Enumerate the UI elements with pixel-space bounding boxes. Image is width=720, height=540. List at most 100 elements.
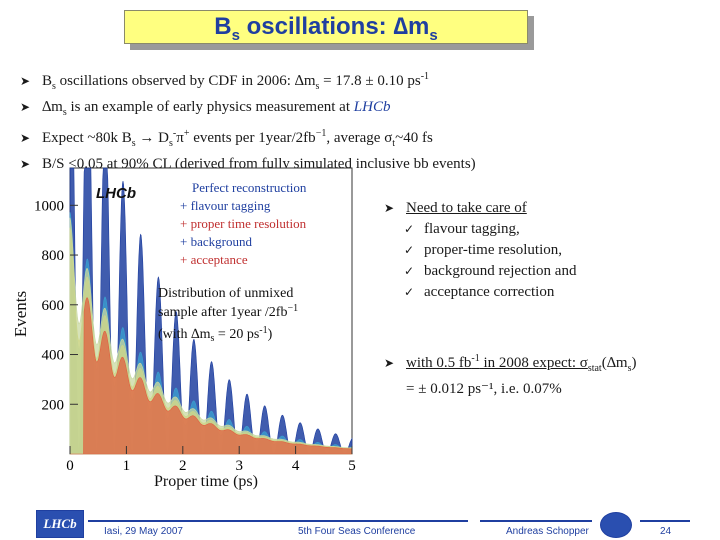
y-axis-label: Events — [11, 291, 30, 337]
annotation-sup: -1 — [259, 325, 267, 336]
footer-date: Iasi, 29 May 2007 — [104, 526, 183, 537]
check-item-text: flavour tagging, — [424, 221, 520, 237]
expect-sub: stat — [587, 363, 602, 374]
annotation-sub: s — [211, 333, 215, 344]
bullet-text: , average σ — [326, 130, 393, 146]
expectation-note: ➤ with 0.5 fb-1 in 2008 expect: σstat(∆ms… — [384, 348, 714, 400]
right-notes: ➤ Need to take care of ✓ flavour tagging, … — [384, 198, 714, 303]
x-axis-label: Proper time (ps) — [154, 473, 258, 490]
series-layer — [69, 167, 353, 455]
check-icon: ✓ — [404, 285, 415, 299]
bullet-lhcb-italic: LHCb — [353, 99, 391, 115]
bullet-text: oscillations observed by CDF in 2006: ∆m — [55, 73, 316, 89]
cern-logo-icon — [600, 512, 632, 538]
bullet-sub: s — [52, 81, 56, 92]
footer-page-number: 24 — [660, 526, 672, 537]
annotation-text: = 20 ps — [214, 327, 259, 342]
footer-conference: 5th Four Seas Conference — [298, 526, 416, 537]
legend-entry: + acceptance — [180, 252, 248, 267]
lhcb-plot-label: LHCb — [96, 185, 136, 202]
annotation-sup: −1 — [287, 303, 298, 314]
check-item-text: acceptance correction — [424, 284, 555, 300]
legend-entry: + background — [180, 234, 252, 249]
check-item: ✓ acceptance correction — [404, 282, 714, 303]
footer-divider — [640, 520, 690, 522]
expect-text: in 2008 expect: σ — [479, 355, 588, 371]
expect-text: (∆m — [601, 355, 628, 371]
annotation-text: sample after 1year /2fb — [158, 305, 287, 320]
x-tick-label: 2 — [179, 458, 187, 474]
bullet-list: ➤ Bs oscillations observed by CDF in 2006… — [20, 66, 710, 175]
annotation-text: ) — [268, 327, 273, 342]
bullet-text: events per 1year/2fb — [189, 130, 316, 146]
bullet-cdf: ➤ Bs oscillations observed by CDF in 2006… — [20, 66, 710, 97]
bullet-sup: + — [183, 128, 190, 139]
y-tick-label: 800 — [42, 248, 65, 264]
arrow-bullet-icon: ➤ — [384, 356, 395, 370]
arrow-bullet-icon: ➤ — [384, 201, 395, 215]
series-4 — [70, 297, 353, 455]
proper-time-plot: 200 400 600 800 1000 0 1 2 3 4 5 LHCb Perfect reco… — [11, 167, 356, 490]
footer-divider — [480, 520, 592, 522]
bullet-sup: -1 — [420, 71, 430, 82]
expect-line1: ➤ with 0.5 fb-1 in 2008 expect: σstat(∆ms… — [384, 348, 714, 379]
plot-annotation-line1: Distribution of unmixed — [158, 286, 293, 301]
title-sub: s — [231, 26, 240, 44]
bullet-text: = 17.8 ± 0.10 ps — [319, 73, 421, 89]
title-text: B — [214, 13, 232, 40]
expect-sub: s — [627, 363, 632, 374]
check-item: ✓ background rejection and — [404, 261, 714, 282]
bullet-sub: s — [62, 107, 67, 118]
x-tick-label: 4 — [292, 458, 300, 474]
plot-annotation-line3: (with ∆ms = 20 ps-1) — [158, 325, 273, 344]
check-icon: ✓ — [404, 222, 415, 236]
annotation-text: (with ∆m — [158, 327, 211, 342]
bullet-text: B — [42, 73, 53, 89]
bullet-text: ~40 fs — [395, 130, 433, 146]
legend-entry: Perfect reconstruction — [192, 180, 307, 195]
footer: Iasi, 29 May 2007 5th Four Seas Conferen… — [0, 512, 720, 540]
expect-text: ) — [631, 355, 637, 371]
check-icon: ✓ — [404, 264, 415, 278]
expect-line2: = ± 0.012 ps⁻¹, i.e. 0.07% — [406, 381, 562, 397]
ticks-layer: 200 400 600 800 1000 0 1 2 3 4 5 — [34, 198, 356, 474]
expect-underlined: with 0.5 fb-1 in 2008 expect: σ — [406, 353, 588, 371]
bullet-text: π — [176, 130, 184, 146]
x-tick-label: 1 — [123, 458, 130, 474]
bullet-early-physics: ➤ ∆ms is an example of early physics meas… — [20, 97, 710, 123]
bullet-expect-events: ➤ Expect ~80k Bs → Ds-π+ events per 1year… — [20, 123, 710, 154]
bullet-sub: s — [315, 81, 320, 92]
legend-entry: + proper time resolution — [180, 216, 307, 231]
lhcb-logo: LHCb — [36, 510, 84, 538]
y-tick-label: 600 — [42, 298, 65, 314]
bullet-sub: t — [392, 138, 396, 149]
right-notes-head: ➤ Need to take care of — [384, 198, 714, 219]
bullet-sub: s — [169, 138, 173, 149]
right-notes-head-text: Need to take care of — [406, 200, 527, 216]
bullet-text: Expect ~80k B — [42, 130, 132, 146]
x-tick-label: 0 — [66, 458, 74, 474]
expect-sup: -1 — [471, 353, 480, 364]
slide-title: Bs oscillations: ∆ms — [124, 10, 528, 44]
arrow-bullet-icon: ➤ — [20, 131, 31, 145]
bullet-sup: −1 — [315, 128, 327, 139]
arrow-bullet-icon: ➤ — [20, 100, 31, 114]
footer-author: Andreas Schopper — [506, 526, 589, 537]
check-item: ✓ proper-time resolution, — [404, 240, 714, 261]
y-tick-label: 200 — [42, 397, 65, 413]
check-item-text: proper-time resolution, — [424, 242, 562, 258]
legend-entry: + flavour tagging — [180, 198, 271, 213]
title-sub2: s — [429, 26, 438, 44]
check-item: ✓ flavour tagging, — [404, 219, 714, 240]
bullet-sup: - — [172, 128, 177, 139]
x-tick-label: 3 — [235, 458, 243, 474]
arrow-bullet-icon: ➤ — [20, 74, 31, 88]
plot-annotation-line2: sample after 1year /2fb−1 — [158, 303, 298, 320]
bullet-text: → D — [135, 130, 170, 146]
bullet-text: is an example of early physics measureme… — [66, 99, 354, 115]
check-icon: ✓ — [404, 243, 415, 257]
check-item-text: background rejection and — [424, 263, 577, 279]
slide-title-box: Bs oscillations: ∆ms — [124, 10, 534, 50]
y-tick-label: 1000 — [34, 198, 64, 214]
footer-divider — [88, 520, 468, 522]
